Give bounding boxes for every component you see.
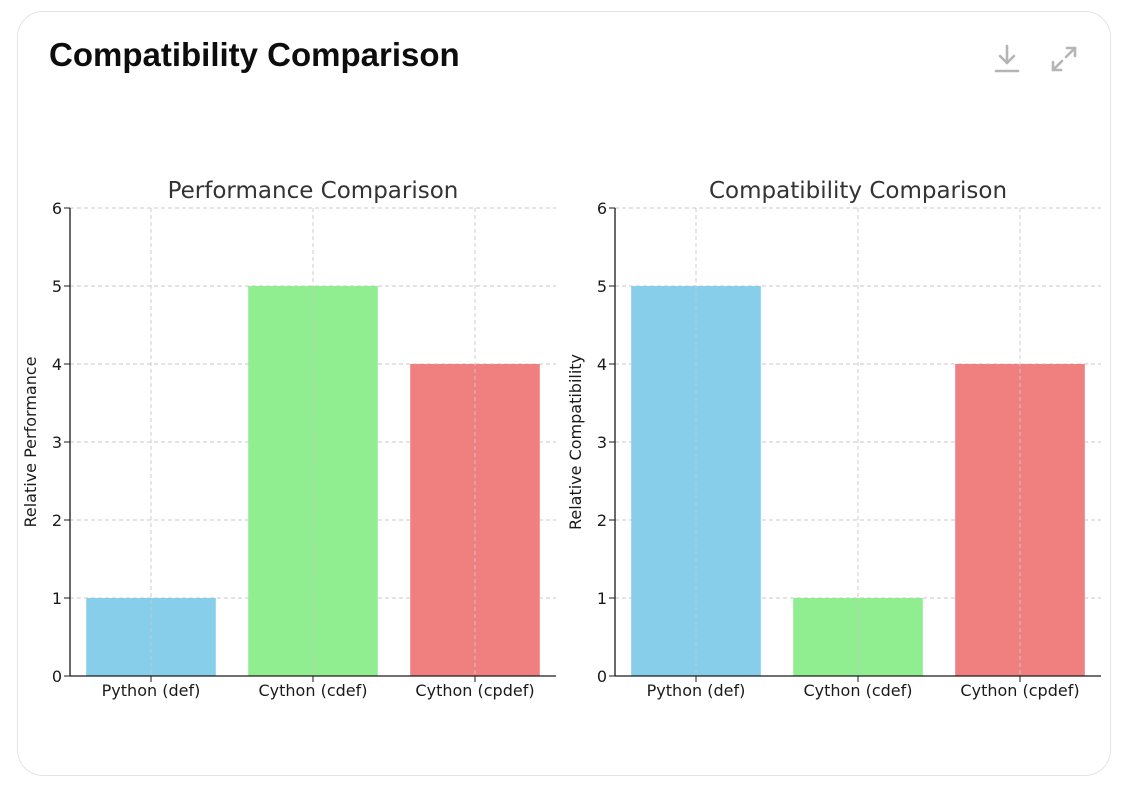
y-tick-label: 3 bbox=[52, 433, 62, 452]
y-tick-label: 0 bbox=[597, 667, 607, 686]
x-tick-label: Cython (cdef) bbox=[259, 681, 368, 700]
y-tick-label: 5 bbox=[52, 277, 62, 296]
x-tick-label: Cython (cpdef) bbox=[960, 681, 1079, 700]
y-axis-label: Relative Compatibility bbox=[566, 354, 585, 530]
chart-title: Compatibility Comparison bbox=[709, 178, 1007, 204]
x-tick-label: Cython (cdef) bbox=[804, 681, 913, 700]
y-tick-label: 6 bbox=[52, 199, 62, 218]
y-tick-label: 2 bbox=[597, 511, 607, 530]
y-tick-label: 6 bbox=[597, 199, 607, 218]
expand-button[interactable] bbox=[1047, 42, 1081, 76]
y-axis-label: Relative Performance bbox=[21, 357, 40, 528]
card-title: Compatibility Comparison bbox=[49, 36, 460, 73]
download-button[interactable] bbox=[990, 42, 1024, 76]
x-tick-label: Cython (cpdef) bbox=[415, 681, 534, 700]
y-tick-label: 1 bbox=[597, 589, 607, 608]
y-tick-label: 4 bbox=[52, 355, 62, 374]
y-tick-label: 3 bbox=[597, 433, 607, 452]
y-tick-label: 5 bbox=[597, 277, 607, 296]
y-tick-label: 2 bbox=[52, 511, 62, 530]
x-tick-label: Python (def) bbox=[647, 681, 746, 700]
expand-icon bbox=[1051, 46, 1077, 72]
x-tick-label: Python (def) bbox=[102, 681, 201, 700]
download-icon bbox=[994, 44, 1020, 73]
y-tick-label: 4 bbox=[597, 355, 607, 374]
chart-title: Performance Comparison bbox=[168, 178, 459, 204]
y-tick-label: 0 bbox=[52, 667, 62, 686]
y-tick-label: 1 bbox=[52, 589, 62, 608]
